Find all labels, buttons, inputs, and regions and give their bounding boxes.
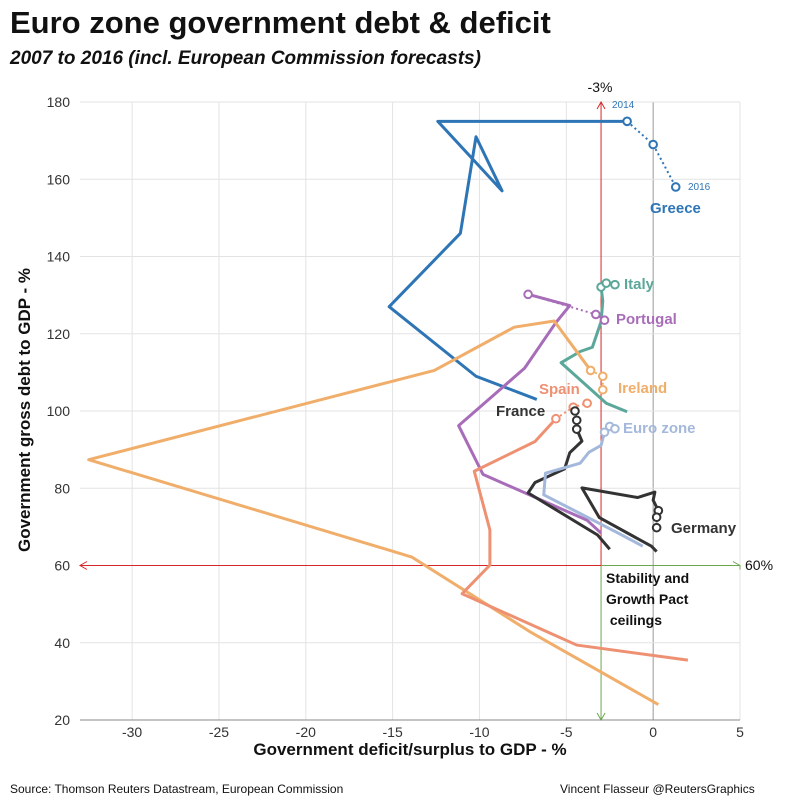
y-tick-label: 80 [54,480,70,496]
series-forecast-greece [626,120,677,188]
series-label-euro-zone: Euro zone [623,420,696,437]
reference-lines [78,100,741,722]
series-point-ireland [597,371,608,382]
x-tick-label: -30 [122,724,142,740]
series-line-ireland [87,319,660,706]
series-point-greece [670,182,681,192]
series-point-spain [582,398,592,409]
series-point-france [571,424,582,434]
sixty-arrow-left [78,561,88,570]
y-axis-label: Government gross debt to GDP - % [15,268,34,552]
series-point-portugal [599,315,610,326]
series-label-spain: Spain [539,381,580,398]
series-line-portugal [457,292,603,535]
series-label-italy: Italy [624,276,655,293]
x-axis-label: Government deficit/surplus to GDP - % [253,740,566,759]
series-point-italy [610,279,620,290]
series-point-greece [648,139,658,150]
series-point-ireland [597,384,608,395]
x-tick-label: -15 [383,724,403,740]
y-tick-label: 180 [47,94,71,110]
x-tick-label: -5 [560,724,573,740]
series-point-portugal [591,309,601,320]
series-lines [87,116,689,706]
series-point-greece [622,116,632,127]
minus3-arrow-up [596,100,606,110]
series-labels: Greece Italy Portugal Ireland Spain France Ger… [496,200,737,537]
source-note: Source: Thomson Reuters Datastream, Euro… [10,782,344,796]
series-point-france [570,406,580,416]
greece-2016-label: 2016 [688,182,711,193]
series-point-germany [651,522,662,533]
series-point-germany [651,512,662,523]
y-tick-label: 160 [47,171,71,187]
credit-note: Vincent Flasseur @ReutersGraphics [560,782,755,796]
x-tick-label: -25 [209,724,229,740]
y-tick-label: 140 [47,249,71,265]
series-line-germany [580,486,660,553]
chart-subtitle: 2007 to 2016 (incl. European Commission … [10,48,481,69]
chart-title: Euro zone government debt & deficit [10,5,551,40]
series-point-ireland [585,365,596,376]
ceilings-note: Stability and Growth Pact ceilings [606,570,690,628]
y-tick-label: 100 [47,403,71,419]
minus3-arrow-down [596,712,606,722]
x-tick-label: 0 [649,724,657,740]
sixty-label: 60% [745,557,773,573]
y-tick-label: 40 [54,635,70,651]
series-line-greece [387,119,628,401]
y-tick-label: 120 [47,326,71,342]
x-tick-label: -20 [296,724,316,740]
series-label-germany: Germany [671,520,737,537]
y-tick-label: 60 [54,558,70,574]
series-label-portugal: Portugal [616,311,677,328]
series-line-euro-zone [542,431,644,548]
series-line-italy [559,286,628,414]
series-point-euro-zone [610,423,620,434]
sixty-arrow-right [732,561,741,570]
x-tick-label: 5 [736,724,744,740]
series-point-italy [601,278,612,288]
series-line-spain [460,417,689,662]
series-point-spain [551,413,561,424]
minus3-label: -3% [588,79,613,95]
series-label-greece: Greece [650,200,701,217]
series-point-portugal [523,289,533,300]
axes: -30 -25 -20 -15 -10 -5 0 5 20 40 60 80 100 120 140 160 1… [47,94,744,740]
series-label-ireland: Ireland [618,380,667,397]
series-label-france: France [496,403,545,420]
greece-2014-label: 2014 [612,100,635,111]
x-tick-label: -10 [469,724,489,740]
y-tick-label: 20 [54,712,70,728]
series-line-france [526,428,611,551]
series-point-france [571,415,582,426]
series-point-euro-zone [599,427,610,438]
